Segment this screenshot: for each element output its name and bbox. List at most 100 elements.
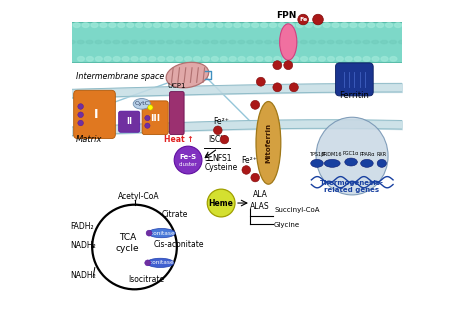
Text: Fe²⁺: Fe²⁺ xyxy=(213,117,229,126)
Ellipse shape xyxy=(310,56,317,61)
Ellipse shape xyxy=(238,41,245,44)
Text: Aconitase: Aconitase xyxy=(146,260,175,265)
Circle shape xyxy=(145,116,150,121)
Ellipse shape xyxy=(287,23,294,28)
FancyBboxPatch shape xyxy=(142,101,168,134)
Ellipse shape xyxy=(127,23,134,28)
Ellipse shape xyxy=(390,56,397,61)
Ellipse shape xyxy=(390,41,397,44)
Ellipse shape xyxy=(140,56,147,61)
Text: Cis-aconitate: Cis-aconitate xyxy=(154,240,204,249)
Text: Thermogenesis-
related genes: Thermogenesis- related genes xyxy=(320,181,384,194)
FancyBboxPatch shape xyxy=(118,111,140,132)
Text: TPS1β: TPS1β xyxy=(310,152,325,157)
Ellipse shape xyxy=(91,23,98,28)
Circle shape xyxy=(256,77,265,86)
Ellipse shape xyxy=(158,56,165,61)
Ellipse shape xyxy=(247,41,254,44)
Text: Aconitase: Aconitase xyxy=(147,231,176,236)
Ellipse shape xyxy=(211,56,219,61)
Text: Mitoferrin: Mitoferrin xyxy=(265,123,272,163)
Text: Heat ↑: Heat ↑ xyxy=(164,135,193,144)
Ellipse shape xyxy=(180,23,187,28)
Ellipse shape xyxy=(368,23,375,28)
Circle shape xyxy=(251,173,259,182)
Ellipse shape xyxy=(140,41,146,44)
Text: cluster: cluster xyxy=(179,161,197,167)
Ellipse shape xyxy=(323,23,330,28)
Ellipse shape xyxy=(118,23,125,28)
Text: Acetyl-CoA: Acetyl-CoA xyxy=(118,192,159,201)
Ellipse shape xyxy=(136,23,143,28)
Ellipse shape xyxy=(318,41,325,44)
FancyBboxPatch shape xyxy=(73,90,115,138)
Ellipse shape xyxy=(345,41,352,44)
Text: PPARα: PPARα xyxy=(359,152,374,157)
Ellipse shape xyxy=(86,56,93,61)
Text: Fe-S: Fe-S xyxy=(180,154,197,160)
Ellipse shape xyxy=(361,159,373,167)
Ellipse shape xyxy=(77,56,84,61)
Text: FADH₂: FADH₂ xyxy=(70,222,94,231)
Circle shape xyxy=(174,146,202,174)
Text: RXR: RXR xyxy=(377,152,387,157)
Circle shape xyxy=(207,189,235,217)
Ellipse shape xyxy=(82,23,89,28)
Ellipse shape xyxy=(301,41,307,44)
Ellipse shape xyxy=(77,41,84,44)
Ellipse shape xyxy=(220,41,227,44)
Ellipse shape xyxy=(354,41,361,44)
Ellipse shape xyxy=(314,23,321,28)
Ellipse shape xyxy=(95,56,102,61)
Ellipse shape xyxy=(202,56,210,61)
Ellipse shape xyxy=(255,41,263,44)
Ellipse shape xyxy=(113,41,120,44)
Ellipse shape xyxy=(216,23,223,28)
Text: Glycine: Glycine xyxy=(274,222,300,228)
Circle shape xyxy=(313,14,323,25)
Ellipse shape xyxy=(122,41,129,44)
Ellipse shape xyxy=(163,23,169,28)
Ellipse shape xyxy=(86,41,93,44)
Ellipse shape xyxy=(363,56,370,61)
Ellipse shape xyxy=(229,41,236,44)
Ellipse shape xyxy=(229,56,236,61)
Ellipse shape xyxy=(309,41,316,44)
Ellipse shape xyxy=(327,41,334,44)
Ellipse shape xyxy=(198,23,205,28)
Circle shape xyxy=(148,105,153,110)
Ellipse shape xyxy=(270,23,276,28)
Ellipse shape xyxy=(292,41,298,44)
Ellipse shape xyxy=(328,56,334,61)
Text: TCA
cycle: TCA cycle xyxy=(116,233,139,253)
Ellipse shape xyxy=(261,23,268,28)
Circle shape xyxy=(273,61,282,70)
Text: PRDM16: PRDM16 xyxy=(322,152,343,157)
Ellipse shape xyxy=(193,41,200,44)
Circle shape xyxy=(213,126,222,134)
Ellipse shape xyxy=(359,23,366,28)
Ellipse shape xyxy=(243,23,250,28)
Ellipse shape xyxy=(311,159,323,167)
Ellipse shape xyxy=(386,23,392,28)
Ellipse shape xyxy=(252,23,259,28)
Ellipse shape xyxy=(157,41,164,44)
Circle shape xyxy=(273,83,282,92)
Ellipse shape xyxy=(184,41,191,44)
Circle shape xyxy=(78,112,83,118)
Ellipse shape xyxy=(256,56,263,61)
Ellipse shape xyxy=(283,56,290,61)
Ellipse shape xyxy=(68,41,75,44)
Ellipse shape xyxy=(73,23,80,28)
Circle shape xyxy=(290,83,298,92)
Ellipse shape xyxy=(148,41,155,44)
Text: III: III xyxy=(150,114,160,123)
Ellipse shape xyxy=(104,41,111,44)
Text: PGC1α: PGC1α xyxy=(343,151,359,156)
FancyBboxPatch shape xyxy=(170,92,184,134)
Text: NADH₂: NADH₂ xyxy=(70,241,96,250)
Ellipse shape xyxy=(175,41,182,44)
Ellipse shape xyxy=(220,56,227,61)
Ellipse shape xyxy=(292,56,299,61)
Ellipse shape xyxy=(131,56,138,61)
